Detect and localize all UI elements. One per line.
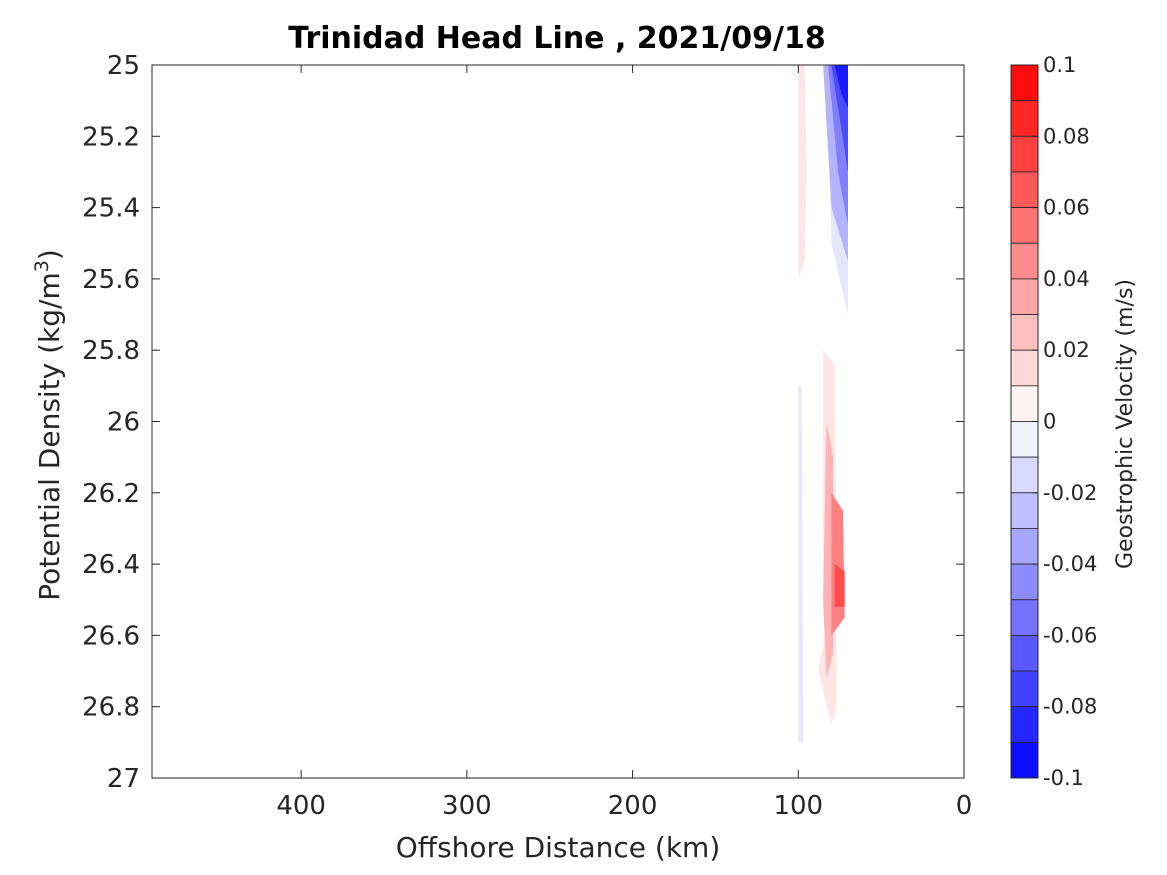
x-tick-label: 400: [276, 791, 326, 821]
contour-region-2: [823, 421, 834, 679]
y-tick-label: 25.8: [82, 336, 140, 366]
colorbar-band: [1010, 563, 1039, 601]
colorbar-band: [1010, 456, 1039, 494]
colorbar-band: [1010, 670, 1039, 708]
colorbar-tick-label: 0.04: [1043, 267, 1090, 291]
colorbar-tick-label: -0.1: [1043, 766, 1084, 790]
x-tick-label: 300: [442, 791, 492, 821]
y-tick-label: 25.4: [82, 194, 140, 224]
colorbar-band: [1010, 635, 1039, 672]
colorbar-band: [1010, 528, 1039, 565]
colorbar-ticks: 0.1 0.08 0.06 0.04 0.02 0 -0.02 -0.04 -0.06 -0.08…: [1032, 53, 1097, 790]
colorbar-band: [1010, 314, 1039, 351]
colorbar-tick-label: -0.06: [1043, 623, 1097, 647]
colorbar-band: [1010, 100, 1039, 137]
y-axis-label: Potential Density (kg/m3): [31, 249, 66, 601]
contour-region-4: [834, 564, 845, 607]
contour-region-0: [798, 65, 807, 279]
contour-regions: [798, 65, 848, 743]
y-axis-label-superscript: 3: [31, 260, 53, 272]
plot-area: [151, 64, 965, 779]
colorbar-band: [1010, 385, 1039, 422]
colorbar-tick-label: 0: [1043, 410, 1056, 434]
y-tick-label: 25: [107, 51, 140, 81]
y-tick-label: 25.6: [82, 265, 140, 295]
x-tick-label: 100: [773, 791, 823, 821]
x-axis-ticks: 400 300 200 100 0: [276, 65, 972, 821]
x-axis-label: Offshore Distance (km): [396, 831, 721, 864]
y-axis-ticks: 25 25.2 25.4 25.6 25.8 26 26.2 26.4 26.6 26.8 27: [82, 51, 964, 794]
colorbar-band: [1010, 741, 1039, 779]
y-axis-label-main: Potential Density (kg/m: [33, 272, 66, 601]
colorbar-band: [1010, 599, 1039, 636]
colorbar-tick-label: 0.02: [1043, 338, 1090, 362]
y-axis-label-close: ): [33, 249, 66, 260]
y-tick-label: 27: [107, 764, 140, 794]
colorbar-band: [1010, 171, 1039, 208]
colorbar-band: [1010, 421, 1039, 458]
colorbar-band: [1010, 349, 1039, 387]
colorbar: 0.1 0.08 0.06 0.04 0.02 0 -0.02 -0.04 -0.06 -0.08…: [1010, 53, 1138, 790]
y-tick-label: 26.6: [82, 621, 140, 651]
x-tick-label: 0: [956, 791, 973, 821]
colorbar-tick-label: 0.08: [1043, 124, 1090, 148]
y-tick-label: 26.2: [82, 479, 140, 509]
colorbar-tick-label: -0.08: [1043, 695, 1097, 719]
contour-region-3: [831, 492, 845, 636]
colorbar-band: [1010, 64, 1039, 102]
y-tick-label: 26.4: [82, 550, 140, 580]
y-tick-label: 26.8: [82, 693, 140, 723]
chart-title: Trinidad Head Line , 2021/09/18: [288, 21, 825, 56]
colorbar-band: [1010, 278, 1039, 315]
colorbar-tick-label: 0.06: [1043, 196, 1090, 220]
colorbar-tick-label: 0.1: [1043, 53, 1076, 77]
colorbar-label: Geostrophic Velocity (m/s): [1113, 279, 1138, 569]
colorbar-band: [1010, 492, 1039, 529]
colorbar-band: [1010, 706, 1039, 743]
colorbar-band: [1010, 207, 1039, 244]
colorbar-bands: [1010, 64, 1039, 779]
contour-region-5: [798, 385, 804, 743]
y-tick-label: 25.2: [82, 122, 140, 152]
colorbar-band: [1010, 242, 1039, 280]
y-tick-label: 26: [107, 408, 140, 438]
contour-region-10: [834, 65, 848, 108]
x-tick-label: 200: [608, 791, 658, 821]
colorbar-tick-label: -0.04: [1043, 552, 1097, 576]
colorbar-band: [1010, 135, 1039, 173]
colorbar-tick-label: -0.02: [1043, 481, 1097, 505]
